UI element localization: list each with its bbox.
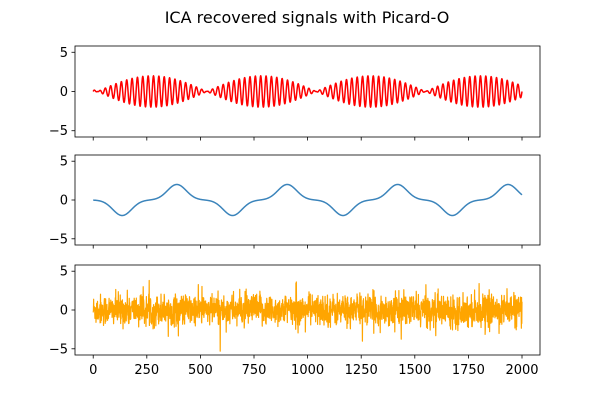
x-tick-label: 0 [89,363,97,378]
y-axis-2: −5 0 5 [49,265,75,357]
x-tick-label: 2000 [505,363,538,378]
y-tick-label: 0 [60,194,68,209]
x-axis-0 [92,137,523,141]
panel-orange-signal: −5 0 5 0 250 500 750 1000 1250 1500 1750 2000 [49,264,541,378]
x-tick-label: 500 [188,363,213,378]
y-tick-label: 5 [60,155,68,170]
y-tick-label: 5 [60,265,68,280]
panel-blue-signal: −5 0 5 [49,154,541,249]
x-tick-label: 1250 [345,363,378,378]
x-tick-label: 750 [242,363,267,378]
panel-red-signal: −5 0 5 [49,45,541,141]
series-line-red [92,75,523,108]
x-tick-label: 250 [134,363,159,378]
series-line-blue [92,183,523,217]
y-tick-label: 0 [60,85,68,100]
y-tick-label: 5 [60,46,68,61]
x-tick-label: 1000 [291,363,324,378]
y-axis-1: −5 0 5 [49,155,75,247]
x-tick-label: 1750 [452,363,485,378]
x-axis-2: 0 250 500 750 1000 1250 1500 1750 2000 [89,355,539,378]
y-tick-label: 0 [60,304,68,319]
chart-title: ICA recovered signals with Picard-O [165,8,450,27]
series-line-orange [92,279,523,352]
y-tick-label: −5 [49,124,68,139]
y-tick-label: −5 [49,342,68,357]
x-tick-label: 1500 [398,363,431,378]
x-axis-1 [92,245,523,249]
y-tick-label: −5 [49,232,68,247]
y-axis-0: −5 0 5 [49,46,75,139]
